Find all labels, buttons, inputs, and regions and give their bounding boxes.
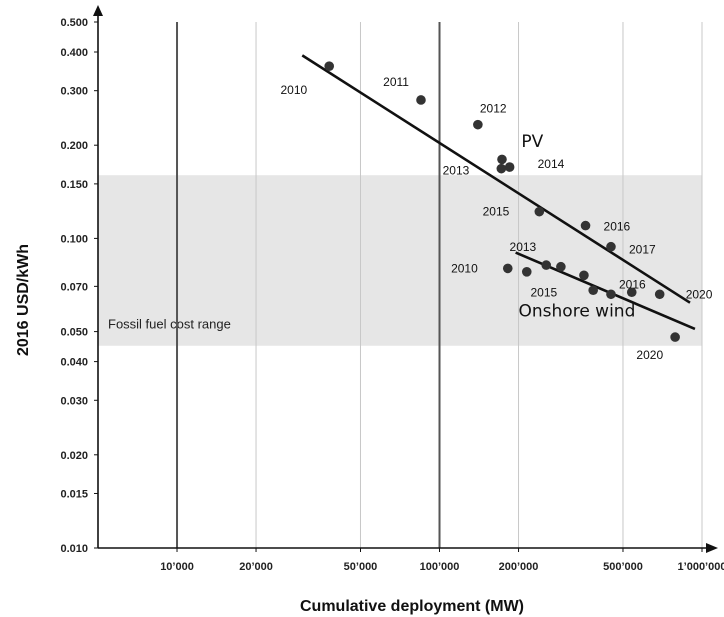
pv-point (496, 163, 507, 174)
pv-point (580, 220, 591, 231)
x-tick-label: 50’000 (344, 561, 378, 573)
y-tick-label: 0.100 (60, 233, 88, 245)
pv-point (534, 206, 545, 217)
y-tick-label: 0.400 (60, 47, 88, 59)
pv-point-label: 2014 (538, 157, 565, 171)
axes: 0.010 0.015 0.020 0.030 0.040 0.050 0.070 0.100… (60, 5, 724, 573)
y-tick-label: 0.150 (60, 179, 88, 191)
onshore-wind-series-label: Onshore wind (519, 301, 636, 321)
onshore-wind-point (606, 289, 616, 300)
pv-series-label: PV (521, 132, 543, 152)
pv-point (654, 289, 665, 300)
pv-point-label: 2013 (443, 164, 470, 178)
pv-point (324, 61, 335, 71)
fossil-fuel-band: Fossil fuel cost range (98, 175, 702, 346)
pv-point-label: 2017 (629, 243, 656, 257)
x-tick-label: 10’000 (160, 561, 194, 573)
pv-point (504, 162, 515, 172)
y-axis-title: 2016 USD/kWh (15, 244, 32, 356)
data-points (324, 61, 680, 342)
y-tick-label: 0.300 (60, 86, 88, 98)
pv-point (606, 241, 616, 252)
y-tick-label: 0.030 (60, 395, 88, 407)
onshore-wind-point-label: 2015 (530, 285, 557, 299)
pv-point-label: 2020 (686, 287, 713, 301)
y-tick-label: 0.015 (60, 488, 88, 500)
onshore-wind-point (588, 285, 598, 296)
onshore-wind-point (626, 287, 637, 298)
onshore-wind-point (579, 270, 589, 281)
point-labels: 2010 2011 2012 2014 2013 2015 2016 2017 2020 2010… (281, 75, 713, 362)
pv-point-label: 2016 (604, 220, 631, 234)
y-tick-label: 0.020 (60, 450, 88, 462)
y-tick-label: 0.010 (60, 543, 88, 555)
onshore-wind-point-label: 2016 (619, 277, 646, 291)
onshore-wind-point-label: 2013 (510, 240, 537, 254)
pv-point-label: 2015 (483, 205, 510, 219)
x-tick-label: 1’000’000 (678, 561, 724, 573)
onshore-wind-point (556, 261, 566, 272)
pv-point-label: 2011 (383, 75, 409, 89)
x-tick-label: 100’000 (420, 561, 460, 573)
onshore-wind-point (502, 263, 513, 274)
y-tick-label: 0.070 (60, 281, 88, 293)
x-axis-title: Cumulative deployment (MW) (300, 598, 524, 615)
x-tick-label: 200’000 (499, 561, 539, 573)
grid-lines (176, 22, 703, 548)
onshore-wind-point (521, 267, 532, 277)
y-tick-label: 0.500 (60, 17, 88, 29)
onshore-wind-point (670, 332, 680, 342)
pv-point (416, 95, 426, 105)
pv-point (497, 154, 507, 165)
onshore-wind-point-label: 2010 (451, 261, 478, 275)
pv-point-label: 2010 (281, 83, 308, 97)
pv-point-label: 2012 (480, 102, 507, 116)
fossil-fuel-band-label: Fossil fuel cost range (108, 316, 231, 331)
x-tick-label: 20’000 (239, 561, 273, 573)
x-tick-label: 500’000 (603, 561, 643, 573)
y-axis-arrow (93, 5, 103, 16)
x-axis-arrow (706, 543, 718, 553)
pv-trend-line (301, 54, 691, 304)
fossil-fuel-band-rect (98, 175, 702, 346)
pv-point (473, 119, 483, 130)
y-tick-label: 0.200 (60, 140, 88, 152)
y-tick-label: 0.050 (60, 327, 88, 339)
onshore-wind-point-label: 2020 (636, 348, 663, 362)
y-tick-label: 0.040 (60, 357, 88, 369)
onshore-wind-point (541, 260, 552, 270)
